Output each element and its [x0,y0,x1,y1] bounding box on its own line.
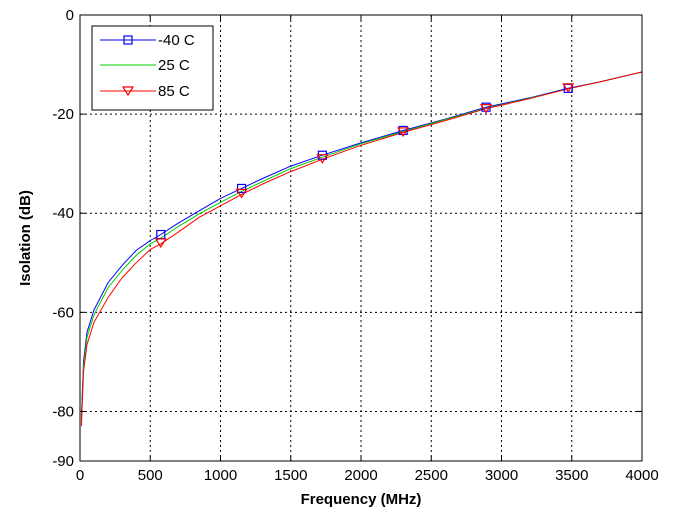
data-point-triangle [235,188,248,199]
y-tick-label: -60 [52,304,74,321]
x-tick-label: 2500 [415,467,448,484]
data-point-triangle [154,238,167,249]
data-point-square [236,183,247,194]
data-point-triangle [479,104,493,114]
legend-box [91,25,214,111]
x-tick-label: 3000 [485,467,518,484]
x-axis-label: Frequency (MHz) [301,491,422,508]
series-layer [80,71,643,427]
legend-entry-minus40: -40 C [100,32,195,49]
legend-label-minus40: -40 C [158,32,195,49]
y-tick-label: -20 [52,106,74,123]
tick-marks [79,14,643,462]
legend-label-25: 25 C [158,57,190,74]
y-axis-label: Isolation (dB) [17,190,34,286]
tick-labels: 0 500 1000 1500 2000 2500 3000 3500 4000 -90 -80 -6… [52,7,658,484]
y-tick-label: -40 [52,205,74,222]
x-tick-label: 2000 [344,467,377,484]
legend: -40 C 25 C 85 C [91,25,214,111]
data-point-triangle [397,127,410,138]
data-point-triangle [316,154,329,164]
legend-triangle-marker-icon [121,86,135,97]
series-line-0 [80,71,643,417]
x-tick-label: 500 [138,467,163,484]
legend-entry-25: 25 C [100,57,190,74]
legend-entry-85: 85 C [100,83,190,100]
x-tick-label: 1500 [274,467,307,484]
x-tick-label: 0 [76,467,84,484]
x-tick-label: 1000 [204,467,237,484]
legend-square-marker-icon [123,35,133,45]
y-tick-label: -80 [52,403,74,420]
y-tick-label: -90 [52,453,74,470]
data-point-triangle [562,83,575,93]
legend-label-85: 85 C [158,83,190,100]
grid-lines [80,15,642,461]
y-tick-label: 0 [66,7,74,24]
x-tick-label: 4000 [625,467,658,484]
series-line-2 [80,71,643,427]
x-tick-label: 3500 [555,467,588,484]
